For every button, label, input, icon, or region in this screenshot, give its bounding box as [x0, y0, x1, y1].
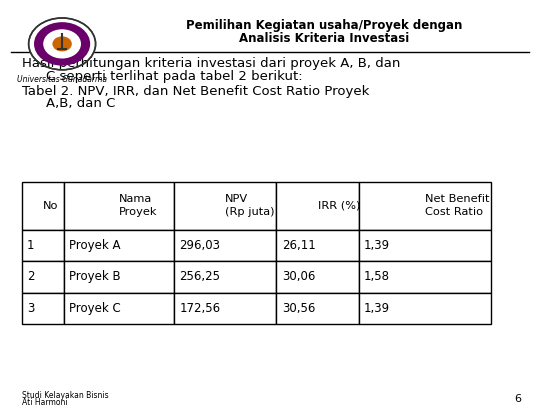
Text: Proyek A: Proyek A — [70, 239, 121, 252]
Bar — [64, 293, 174, 324]
Text: Pemilihan Kegiatan usaha/Proyek dengan: Pemilihan Kegiatan usaha/Proyek dengan — [186, 19, 462, 33]
Bar — [276, 230, 359, 261]
Text: NPV
(Rp juta): NPV (Rp juta) — [225, 194, 275, 217]
Text: 296,03: 296,03 — [179, 239, 220, 252]
Text: No: No — [43, 201, 58, 211]
Text: Proyek C: Proyek C — [70, 302, 121, 315]
Text: 256,25: 256,25 — [179, 270, 220, 283]
Text: 26,11: 26,11 — [282, 239, 315, 252]
Text: Hasil perhitungan kriteria investasi dari proyek A, B, dan: Hasil perhitungan kriteria investasi dar… — [22, 57, 400, 70]
Text: 1,39: 1,39 — [364, 239, 390, 252]
Bar — [276, 182, 359, 230]
Bar — [174, 182, 276, 230]
Text: IRR (%): IRR (%) — [318, 201, 360, 211]
Text: 3: 3 — [27, 302, 35, 315]
Text: Analisis Kriteria Investasi: Analisis Kriteria Investasi — [239, 32, 409, 45]
Text: 2: 2 — [27, 270, 35, 283]
Text: 30,06: 30,06 — [282, 270, 315, 283]
Text: 1,39: 1,39 — [364, 302, 390, 315]
Text: C seperti terlihat pada tabel 2 berikut:: C seperti terlihat pada tabel 2 berikut: — [46, 69, 302, 83]
Bar — [22, 293, 64, 324]
Bar — [174, 261, 276, 293]
Text: A,B, dan C: A,B, dan C — [46, 97, 115, 110]
Text: Studi Kelayakan Bisnis: Studi Kelayakan Bisnis — [22, 390, 108, 400]
Circle shape — [29, 18, 96, 70]
Bar — [174, 230, 276, 261]
Text: Net Benefit
Cost Ratio: Net Benefit Cost Ratio — [425, 194, 489, 217]
Bar — [359, 293, 491, 324]
Circle shape — [52, 36, 72, 51]
Circle shape — [34, 22, 90, 66]
Bar — [359, 230, 491, 261]
Bar — [22, 182, 64, 230]
Bar — [359, 182, 491, 230]
Bar — [276, 293, 359, 324]
Text: Nama
Proyek: Nama Proyek — [119, 194, 158, 217]
Bar — [22, 261, 64, 293]
Bar — [22, 230, 64, 261]
Circle shape — [43, 29, 81, 59]
Text: 6: 6 — [514, 394, 521, 404]
Bar — [64, 230, 174, 261]
Bar — [64, 182, 174, 230]
Text: 30,56: 30,56 — [282, 302, 315, 315]
Text: Ati Harmoni: Ati Harmoni — [22, 398, 67, 407]
Text: 172,56: 172,56 — [179, 302, 220, 315]
Text: Proyek B: Proyek B — [70, 270, 121, 283]
Bar — [174, 293, 276, 324]
Bar — [276, 261, 359, 293]
Bar — [359, 261, 491, 293]
Text: 1,58: 1,58 — [364, 270, 390, 283]
Text: Universitas Gunadarma: Universitas Gunadarma — [17, 75, 107, 84]
Text: Tabel 2. NPV, IRR, dan Net Benefit Cost Ratio Proyek: Tabel 2. NPV, IRR, dan Net Benefit Cost … — [22, 84, 369, 98]
Bar — [64, 261, 174, 293]
Text: 1: 1 — [27, 239, 35, 252]
